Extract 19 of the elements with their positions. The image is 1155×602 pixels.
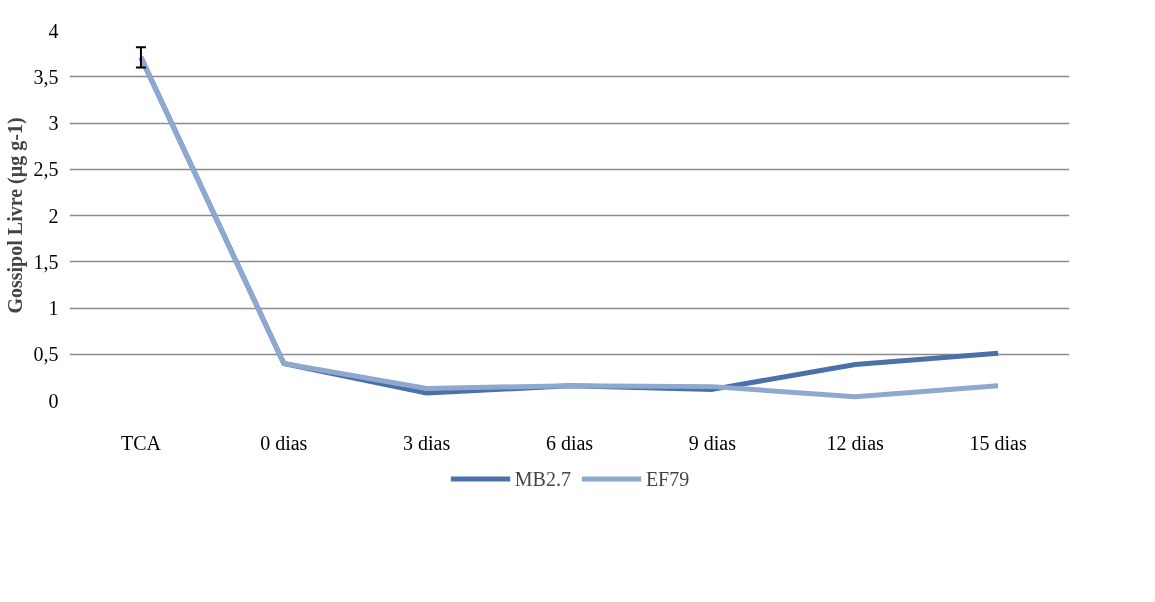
x-tick-label: 6 dias xyxy=(545,431,594,454)
y-axis-title: Gossipol Livre (µg g-1) xyxy=(3,117,27,314)
x-tick-label: TCA xyxy=(120,431,162,454)
x-tick-label: 9 dias xyxy=(688,431,737,454)
y-tick-label: 3,5 xyxy=(33,65,59,88)
x-tick-label: 15 dias xyxy=(969,431,1027,454)
y-tick-label: 3 xyxy=(48,112,59,134)
x-tick-label: 0 dias xyxy=(260,431,308,454)
legend-label: EF79 xyxy=(645,467,690,490)
y-tick-label: 4 xyxy=(48,19,59,42)
x-tick-label: 12 dias xyxy=(826,431,885,454)
y-tick-label: 0 xyxy=(48,389,59,412)
y-tick-label: 1 xyxy=(48,297,59,319)
y-tick-label: 0,5 xyxy=(33,343,59,366)
y-tick-label: 2 xyxy=(48,204,59,227)
y-tick-label: 2,5 xyxy=(33,158,59,181)
x-tick-label: 3 dias xyxy=(403,431,451,454)
y-tick-label: 1,5 xyxy=(33,250,59,273)
legend-label: MB2.7 xyxy=(514,467,571,490)
